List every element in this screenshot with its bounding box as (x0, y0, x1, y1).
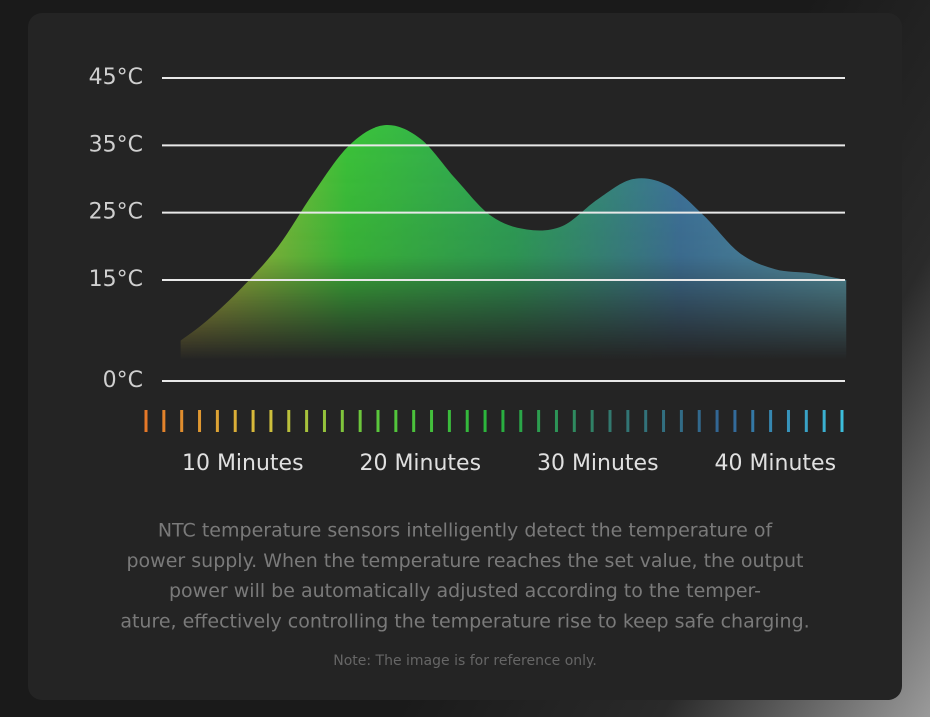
scale-dash (394, 410, 398, 432)
scale-dash (572, 410, 576, 432)
x-tick-label: 20 Minutes (359, 451, 481, 476)
scale-dash (733, 410, 737, 432)
scale-dash (697, 410, 701, 432)
y-tick-label: 35°C (89, 132, 143, 157)
x-tick-label: 10 Minutes (182, 451, 304, 476)
scale-dash (751, 410, 755, 432)
description-line: power supply. When the temperature reach… (126, 550, 803, 572)
note: Note: The image is for reference only. (333, 653, 597, 669)
description-line: power will be automatically adjusted acc… (169, 580, 761, 602)
scale-dash (483, 410, 487, 432)
scale-dash (465, 410, 469, 432)
x-tick-label: 40 Minutes (714, 451, 836, 476)
description-line: ature, effectively controlling the tempe… (120, 610, 809, 632)
temperature-area (180, 124, 847, 371)
scale-dash (358, 410, 362, 432)
scale-dash (626, 410, 630, 432)
scale-dash (251, 410, 255, 432)
scale-dash (537, 410, 541, 432)
scale-dash (412, 410, 416, 432)
scale-dash (769, 410, 773, 432)
scale-dash (679, 410, 683, 432)
scale-dash (144, 410, 148, 432)
scale-dash (840, 410, 844, 432)
scale-dash (662, 410, 666, 432)
scale-dash (269, 410, 273, 432)
scale-dash (804, 410, 808, 432)
scale-dash (786, 410, 790, 432)
scale-dash (287, 410, 291, 432)
scale-dash (376, 410, 380, 432)
y-tick-label: 0°C (103, 368, 143, 393)
scale-dash (501, 410, 505, 432)
scale-dash (644, 410, 648, 432)
scale-dash (162, 410, 166, 432)
scale-dash (340, 410, 344, 432)
scale-dash (608, 410, 612, 432)
scale-dash (322, 410, 326, 432)
scale-dash (554, 410, 558, 432)
scale-dash (198, 410, 202, 432)
y-tick-label: 45°C (89, 65, 143, 90)
scale-dash (430, 410, 434, 432)
description-line: NTC temperature sensors intelligently de… (158, 520, 774, 542)
y-tick-label: 15°C (89, 267, 143, 292)
scale-dash (233, 410, 237, 432)
scale-dash (519, 410, 523, 432)
y-tick-label: 25°C (89, 200, 143, 225)
scale-dash (590, 410, 594, 432)
scale-dash (822, 410, 826, 432)
scale-dash (715, 410, 719, 432)
scale-dash (447, 410, 451, 432)
scale-dash (180, 410, 184, 432)
scale-dash (215, 410, 219, 432)
x-tick-label: 30 Minutes (537, 451, 659, 476)
scale-dash (305, 410, 309, 432)
